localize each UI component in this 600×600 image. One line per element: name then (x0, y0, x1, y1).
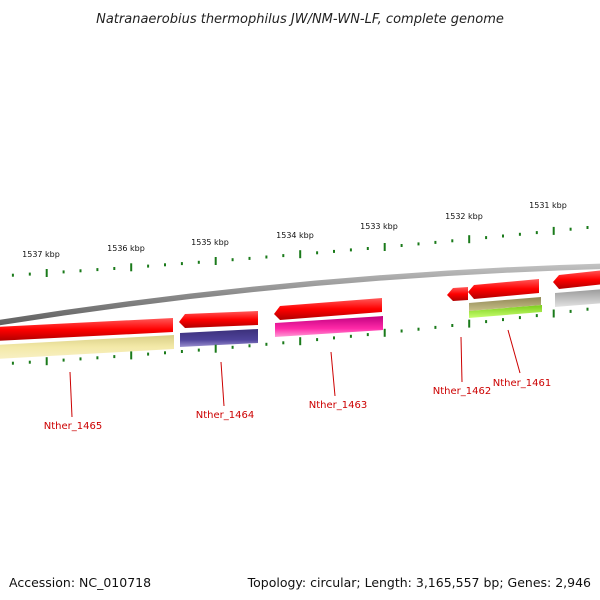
ruler-labels: 1537 kbp 1536 kbp 1535 kbp 1534 kbp 1533… (22, 201, 567, 259)
ruler-label-1535: 1535 kbp (191, 238, 229, 247)
cds-track (0, 270, 600, 341)
feature-magenta (275, 316, 383, 337)
gene-label-nther-1463: Nther_1463 (309, 400, 367, 411)
feature-yellow (0, 335, 174, 359)
feature-navy (180, 329, 258, 347)
ruler-label-1534: 1534 kbp (276, 231, 314, 240)
ruler-label-1531: 1531 kbp (529, 201, 567, 210)
ruler-label-1533: 1533 kbp (360, 222, 398, 231)
leader-lines (69, 329, 521, 418)
chromosome-backbone (0, 263, 600, 326)
gene-label-nther-1465: Nther_1465 (44, 421, 102, 432)
leader-nther-1464 (220, 361, 225, 407)
gene-label-nther-1464: Nther_1464 (196, 410, 254, 421)
map-title: Natranaerobius thermophilus JW/NM-WN-LF,… (96, 12, 504, 27)
cds-nther-1465 (0, 318, 173, 341)
cds-nther-1461 (468, 279, 539, 299)
leader-nther-1461 (507, 329, 521, 374)
leader-nther-1465 (69, 371, 73, 418)
gene-label-nther-1462: Nther_1462 (433, 386, 491, 397)
feature-grey (555, 289, 600, 307)
leader-nther-1462 (460, 336, 463, 383)
cds-nther-1463 (274, 298, 382, 320)
ruler-label-1536: 1536 kbp (107, 244, 145, 253)
outer-ruler (11, 226, 589, 277)
leader-nther-1463 (330, 351, 336, 397)
feature-track (0, 289, 600, 359)
cds-nther-1462 (447, 287, 468, 301)
gene-label-nther-1461: Nther_1461 (493, 378, 551, 389)
feature-lime (469, 305, 542, 318)
inner-ruler (11, 307, 589, 366)
cds-nther-1464 (179, 311, 258, 328)
accession-text: Accession: NC_010718 (9, 575, 151, 590)
cds-right-edge (553, 270, 600, 289)
gene-labels: Nther_1465 Nther_1464 Nther_1463 Nther_1… (44, 378, 551, 432)
ruler-label-1537: 1537 kbp (22, 250, 60, 259)
genome-summary-text: Topology: circular; Length: 3,165,557 bp… (247, 575, 591, 590)
feature-olive (469, 297, 541, 311)
ruler-label-1532: 1532 kbp (445, 212, 483, 221)
